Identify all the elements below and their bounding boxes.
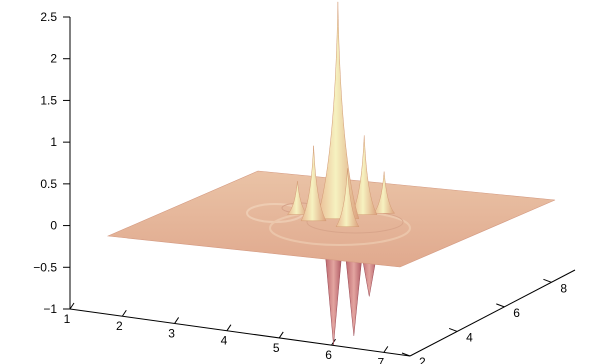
surface-peak [335, 168, 360, 227]
x-tick-label: 6 [325, 348, 332, 362]
z-tick-label: 1.5 [40, 93, 57, 107]
y-tick-label: 6 [513, 306, 520, 320]
y-tick [448, 327, 458, 332]
z-tick-label: 2 [50, 52, 57, 66]
surface-peak [300, 145, 327, 222]
z-tick-label: 1 [50, 135, 57, 149]
z-axis: 2.5 2 1.5 1 0.5 0 −0.5 −1 [33, 10, 71, 316]
x-axis-line [69, 308, 411, 357]
surface-peak [316, 1, 360, 220]
x-tick-label: 4 [221, 334, 228, 348]
x-axis: 1 2 3 4 5 6 7 [64, 302, 411, 364]
z-tick-label: 0 [50, 219, 57, 233]
surface-peak [286, 181, 309, 215]
surface-peaks [286, 1, 396, 227]
z-tick-label: 2.5 [40, 10, 57, 24]
y-tick [496, 303, 505, 308]
surface-peak [351, 135, 378, 215]
x-tick [226, 324, 232, 331]
x-tick [69, 302, 75, 310]
y-tick [401, 352, 411, 357]
x-tick-label: 5 [273, 341, 280, 355]
y-axis-line [409, 269, 576, 357]
y-tick [543, 278, 552, 283]
x-tick [174, 317, 180, 324]
surface-peak [373, 171, 396, 214]
x-tick-label: 3 [168, 326, 175, 340]
z-tick-label: 0.5 [40, 177, 57, 191]
x-tick-label: 1 [64, 312, 71, 326]
x-tick-label: 7 [378, 355, 385, 364]
y-tick-label: 4 [466, 330, 473, 344]
x-tick-label: 2 [116, 319, 123, 333]
y-tick-label: 2 [419, 355, 426, 364]
z-tick-label: −0.5 [33, 260, 57, 274]
x-tick [121, 309, 127, 317]
x-tick [278, 331, 284, 339]
y-axis: 2 4 6 8 [401, 269, 576, 364]
z-tick-label: −1 [43, 302, 57, 316]
x-tick [383, 346, 389, 353]
y-tick-label: 8 [560, 281, 567, 295]
